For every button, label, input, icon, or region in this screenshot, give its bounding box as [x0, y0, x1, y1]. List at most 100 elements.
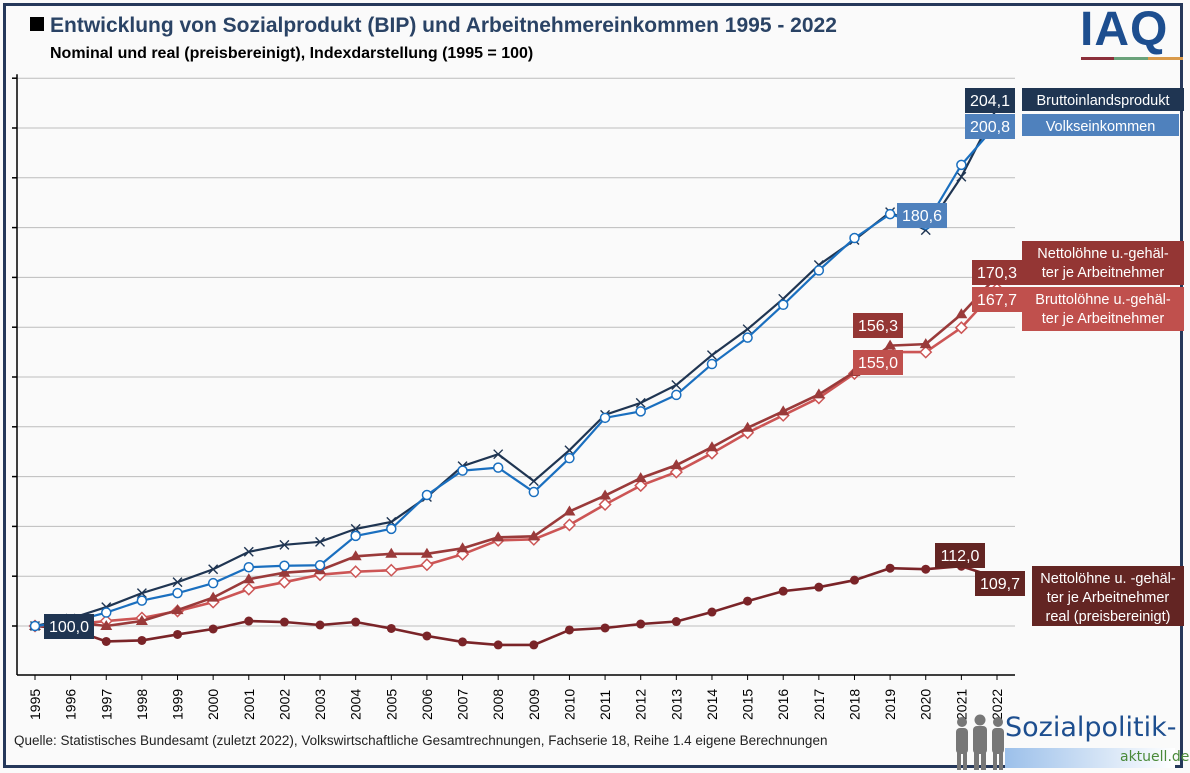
x-tick-label: 2019: [882, 689, 898, 720]
legend-box: [1032, 566, 1184, 626]
data-point-circle: [457, 465, 468, 476]
x-tick-label: 2016: [775, 689, 791, 720]
x-tick-label: 2007: [455, 689, 471, 720]
legend-box: [1022, 114, 1179, 136]
data-point-circle: [386, 523, 397, 535]
logo-sub-text: aktuell.de: [1120, 749, 1190, 765]
data-label-box: [935, 543, 985, 568]
data-point-diamond: [349, 565, 363, 579]
data-point-x: [671, 379, 682, 390]
data-point-triangle: [492, 531, 505, 542]
data-label-text: 109,7: [980, 576, 1020, 593]
source-note: Quelle: Statistisches Bundesamt (zuletzt…: [14, 733, 828, 748]
data-point-dot: [173, 629, 183, 639]
series-line: [34, 564, 998, 647]
data-label-text: 180,6: [902, 208, 942, 225]
data-point-circle: [279, 560, 290, 571]
x-tick-label: 1999: [170, 689, 186, 720]
x-tick-label: 2012: [633, 689, 649, 720]
x-tick-label: 2004: [348, 689, 364, 720]
data-point-triangle: [207, 591, 220, 602]
data-point-dot: [386, 623, 396, 633]
data-point-circle: [635, 406, 646, 417]
data-point-circle: [421, 489, 433, 501]
data-point-circle: [813, 265, 825, 276]
data-point-dot: [814, 582, 824, 592]
x-tick-label: 2018: [846, 689, 862, 720]
data-label: 156,3: [853, 313, 903, 338]
iaq-logo-text: IAQ: [1080, 3, 1169, 56]
data-label: 112,0: [935, 543, 985, 568]
data-point-circle: [564, 452, 575, 464]
legend-label-2: Nettolöhne u.-gehäl-ter je Arbeitnehmer: [1022, 241, 1184, 285]
series-line: [34, 287, 998, 628]
data-point-dot: [849, 575, 859, 585]
data-point-diamond: [634, 479, 648, 493]
data-point-dot: [600, 623, 610, 633]
data-label-box: [897, 203, 947, 228]
legend-text: real (preisbereinigt): [1046, 609, 1171, 625]
data-point-dot: [493, 640, 503, 650]
x-tick-label: 2005: [383, 689, 399, 720]
x-tick-label: 2003: [312, 689, 328, 720]
x-tick-label: 2000: [205, 689, 221, 720]
data-point-circle: [29, 620, 41, 632]
x-tick-label: 2022: [989, 689, 1005, 720]
data-point-x: [956, 171, 967, 182]
data-point-triangle: [135, 615, 148, 626]
series-line: [34, 107, 998, 628]
data-point-circle: [849, 232, 860, 244]
legend-text: Bruttolöhne u.-gehäl-: [1035, 292, 1171, 308]
x-tick-label: 1997: [98, 689, 114, 720]
series-line: [34, 123, 998, 628]
chart-title-text: Entwicklung von Sozialprodukt (BIP) und …: [50, 14, 837, 37]
iaq-logo: IAQ: [1080, 3, 1185, 60]
x-tick-label: 2009: [526, 689, 542, 720]
iaq-logo-bar-3: [1148, 57, 1183, 60]
data-point-circle: [884, 208, 896, 220]
data-point-triangle: [171, 604, 184, 615]
data-label-box: [853, 350, 903, 375]
data-label: 100,0: [44, 614, 94, 639]
data-label-box: [853, 313, 903, 338]
data-point-diamond: [242, 582, 256, 596]
data-point-dot: [671, 617, 681, 627]
logo-main-text: Sozialpolitik-: [1005, 712, 1177, 743]
chart-subtitle: Nominal und real (preisbereinigt), Index…: [50, 45, 534, 62]
legend-label-0: Bruttoinlandsprodukt: [1022, 88, 1184, 111]
people-silhouette-icon: [956, 714, 1004, 770]
x-tick-label: 1995: [27, 689, 43, 720]
data-point-triangle: [100, 620, 113, 630]
legend-label-3: Bruttolöhne u.-gehäl-ter je Arbeitnehmer: [1022, 287, 1184, 331]
data-point-diamond: [420, 558, 434, 572]
x-tick-label: 2013: [668, 689, 684, 720]
data-point-x: [635, 397, 646, 408]
data-label-text: 112,0: [941, 548, 980, 565]
data-label: 170,3: [972, 260, 1022, 285]
data-point-diamond: [562, 518, 577, 532]
data-label-text: 100,0: [49, 619, 89, 636]
data-point-triangle: [955, 308, 968, 319]
data-point-dot: [315, 620, 325, 630]
data-point-dot: [707, 607, 717, 617]
legend-box: [1022, 88, 1184, 111]
data-point-x: [136, 588, 147, 599]
data-point-diamond: [954, 321, 968, 335]
legend-text: Nettolöhne u. -gehäl-: [1040, 571, 1176, 587]
data-point-circle: [136, 595, 148, 606]
data-point-x: [279, 539, 290, 550]
data-label: 200,8: [965, 114, 1015, 139]
x-tick-label: 1998: [134, 689, 150, 720]
data-point-dot: [564, 625, 574, 635]
data-label-box: [965, 114, 1015, 139]
legend-label-1: Volkseinkommen: [1022, 114, 1179, 136]
data-point-diamond: [669, 465, 683, 479]
data-label: 180,6: [897, 203, 947, 228]
data-point-circle: [528, 486, 540, 498]
iaq-logo-bar-2: [1114, 57, 1148, 60]
data-point-circle: [777, 299, 789, 311]
data-label-box: [972, 287, 1022, 312]
data-point-circle: [956, 159, 967, 171]
data-label-text: 167,7: [977, 292, 1017, 309]
logo-gradient-bar: [1005, 748, 1175, 768]
